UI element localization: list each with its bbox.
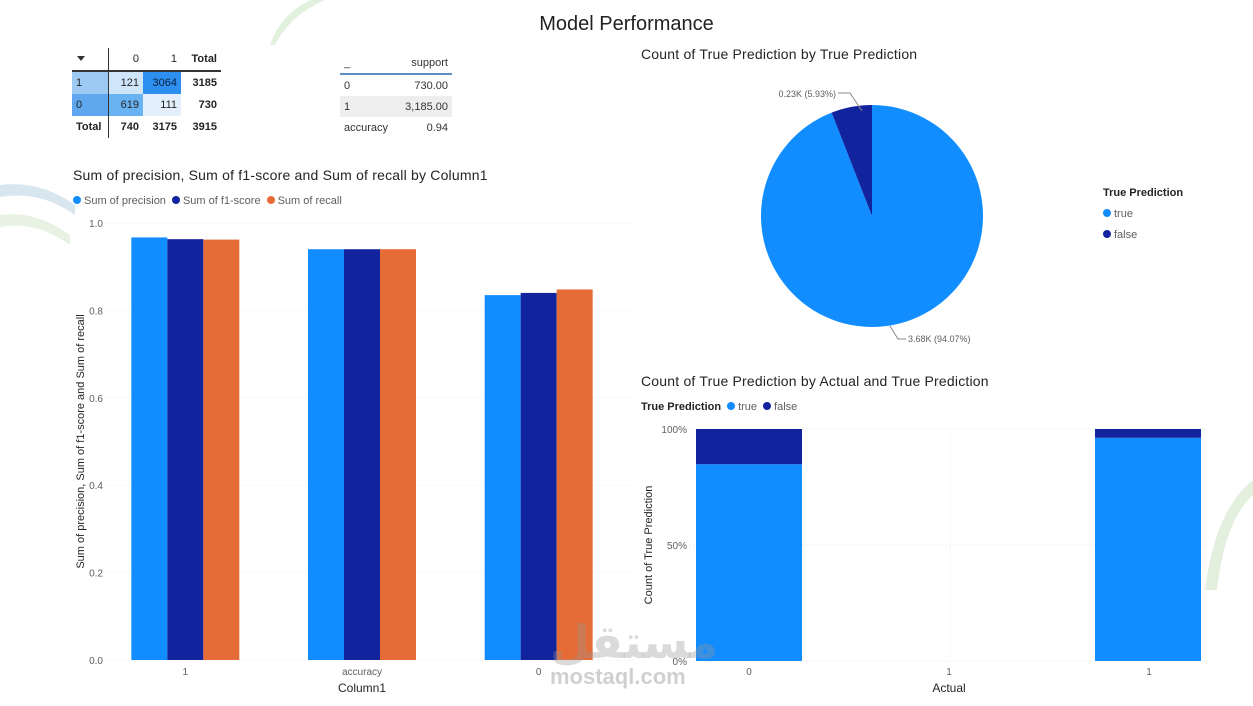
stacked-bar-true: [1095, 437, 1201, 661]
support-row-label: 1: [344, 100, 351, 113]
pie-chart-true-prediction: 0.23K (5.93%) 3.68K (94.07%): [761, 89, 983, 344]
stacked-chart-actual: 0% 50% 100% 0 1 1 Actual Count of True Predicti…: [643, 425, 1206, 695]
cm-row-label: 1: [72, 71, 109, 94]
x-tick-label: 1: [183, 667, 189, 678]
data-label-true: 3.68K (94.07%): [908, 334, 971, 344]
cm-total-label: Total: [72, 116, 109, 138]
support-row-value: 730.00: [414, 79, 448, 92]
y-tick-label: 0.4: [89, 481, 103, 492]
pie-chart-legend: True Prediction true false: [1103, 187, 1183, 241]
pie-legend-title: True Prediction: [1103, 187, 1184, 199]
pie-chart-title: Count of True Prediction by True Predict…: [641, 46, 918, 62]
cm-total-row: Total 740 3175 3915: [72, 116, 221, 138]
leader-line: [838, 92, 863, 112]
cm-row[interactable]: 0 619 111 730: [72, 94, 221, 116]
bar: [484, 295, 521, 660]
bar-chart-title: Sum of precision, Sum of f1-score and Su…: [73, 167, 488, 183]
legend-item-f1[interactable]: Sum of f1-score: [171, 195, 261, 207]
cm-total-cell: 3915: [192, 121, 217, 133]
bar: [520, 292, 557, 660]
cm-cell: 619: [108, 94, 143, 116]
confusion-matrix-table: 0 1 Total 1 121 3064 3185 0 619 111 730 …: [72, 48, 222, 138]
cm-cell: 3064: [143, 71, 181, 94]
x-tick-label: 0: [536, 667, 542, 678]
support-row-label: accuracy: [344, 121, 389, 134]
support-table-header-blank: _: [340, 52, 397, 75]
watermark-logo: مستقل: [550, 616, 719, 668]
bar: [308, 249, 344, 660]
bar: [380, 249, 416, 660]
legend-item-recall[interactable]: Sum of recall: [266, 195, 342, 207]
legend-item-true[interactable]: true: [1103, 208, 1133, 220]
cm-row[interactable]: 1 121 3064 3185: [72, 71, 221, 94]
cm-cell: 111: [143, 94, 181, 116]
x-tick-label: 1: [946, 667, 952, 678]
bar-chart-precision-f1-recall: 0.0 0.2 0.4 0.6 0.8 1.0 1 accuracy 0 Column1 Sum o…: [75, 219, 635, 695]
page-title: Model Performance: [539, 13, 714, 35]
legend-item-true[interactable]: true: [727, 401, 757, 413]
cm-cell: 121: [108, 71, 143, 94]
watermark-site: mostaql.com: [550, 664, 686, 689]
bar: [131, 237, 168, 660]
table-row[interactable]: 0 730.00: [340, 74, 452, 96]
cm-total-cell: 740: [120, 121, 139, 133]
cm-col-1: 1: [143, 48, 181, 72]
table-row[interactable]: accuracy 0.94: [340, 117, 452, 138]
stacked-bar-false: [1095, 429, 1201, 438]
bar-chart-legend: Sum of precision Sum of f1-score Sum of …: [73, 195, 342, 207]
cm-col-0: 0: [108, 48, 143, 72]
cm-col-total: Total: [181, 48, 221, 72]
stacked-legend-title: True Prediction: [641, 401, 722, 413]
decorative-swoosh-left: [0, 184, 75, 245]
bar: [556, 289, 593, 660]
decorative-swoosh-right: [1205, 480, 1253, 590]
legend-item-false[interactable]: false: [1103, 229, 1137, 241]
y-axis-label: Count of True Prediction: [643, 486, 655, 605]
decorative-swoosh-top: [270, 0, 325, 45]
support-row-label: 0: [344, 79, 351, 92]
y-tick-label: 0.6: [89, 394, 103, 405]
bar: [344, 249, 380, 660]
x-axis-label: Column1: [338, 681, 386, 695]
data-label-false: 0.23K (5.93%): [778, 89, 836, 99]
leader-line: [889, 325, 906, 340]
y-tick-label: 50%: [667, 541, 687, 552]
support-row-value: 3,185.00: [405, 100, 448, 113]
bar: [167, 239, 204, 660]
stacked-chart-legend: True Prediction true false: [641, 401, 797, 413]
y-tick-label: 0.0: [89, 656, 103, 667]
y-tick-label: 0%: [673, 657, 688, 668]
support-row-value: 0.94: [426, 121, 448, 134]
cm-row-label: 0: [72, 94, 109, 116]
stacked-bar-true: [696, 464, 802, 661]
support-table-header-support: support: [396, 52, 452, 75]
stacked-bar-false: [696, 429, 802, 465]
legend-item-false[interactable]: false: [763, 401, 797, 413]
cm-total-cell: 3175: [152, 121, 177, 133]
x-axis-label: Actual: [932, 681, 965, 695]
cm-cell-total: 730: [198, 99, 217, 111]
x-tick-label: accuracy: [342, 667, 382, 678]
pie-slice-false: [831, 105, 872, 216]
y-axis-label: Sum of precision, Sum of f1-score and Su…: [75, 314, 87, 568]
cm-cell-total: 3185: [192, 77, 217, 89]
support-table: _ support 0 730.00 1 3,185.00 accuracy 0…: [340, 52, 452, 138]
bar: [203, 239, 240, 660]
x-tick-label: 1: [1146, 667, 1152, 678]
table-row[interactable]: 1 3,185.00: [340, 96, 452, 117]
y-tick-label: 100%: [661, 425, 687, 436]
x-tick-label: 0: [746, 667, 752, 678]
stacked-chart-title: Count of True Prediction by Actual and T…: [641, 373, 989, 389]
sort-down-icon[interactable]: [72, 48, 109, 72]
y-tick-label: 0.8: [89, 306, 103, 317]
y-tick-label: 1.0: [89, 219, 103, 230]
y-tick-label: 0.2: [89, 569, 103, 580]
legend-item-precision[interactable]: Sum of precision: [73, 195, 166, 207]
